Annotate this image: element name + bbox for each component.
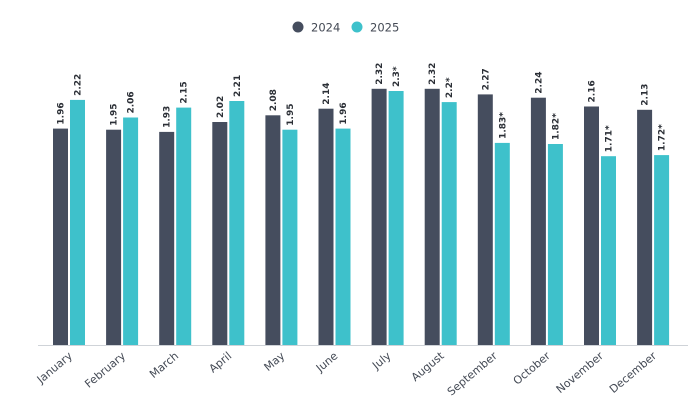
legend: 2024 2025: [292, 21, 399, 35]
value-label-2025-february: 2.06: [127, 91, 137, 113]
value-labels-group: 1.96 2.22 1.95 2.06 1.93 2.15 2.02 2.21 2.08 1.95…: [57, 63, 668, 153]
bars-group: [53, 88, 670, 346]
x-tick-august: August: [409, 349, 447, 384]
bar-2025-may: [282, 129, 298, 345]
legend-label-2025: 2025: [370, 21, 399, 35]
bar-2024-august: [424, 88, 440, 346]
bar-2024-april: [212, 122, 228, 345]
value-label-2024-january: 1.96: [57, 102, 67, 124]
bar-2024-november: [584, 106, 599, 345]
bar-2025-september: [494, 142, 510, 345]
bar-2025-january: [70, 99, 85, 346]
bar-2024-december: [637, 109, 653, 345]
bar-2025-february: [123, 117, 139, 345]
value-label-2025-january: 2.22: [74, 74, 84, 96]
bar-2024-july: [371, 88, 387, 346]
bar-2025-march: [176, 107, 192, 345]
value-label-2025-march: 2.15: [180, 81, 190, 103]
value-label-2025-august: 2.2*: [445, 77, 455, 98]
bar-2024-june: [318, 108, 334, 345]
bar-2024-january: [53, 128, 68, 345]
value-label-2024-november: 2.16: [588, 80, 598, 102]
x-tick-february: February: [82, 349, 128, 391]
value-label-2025-july: 2.3*: [392, 66, 402, 87]
value-label-2025-september: 1.83*: [498, 112, 508, 139]
value-label-2024-june: 2.14: [322, 82, 332, 104]
bar-2025-august: [441, 102, 457, 345]
legend-swatch-2024: [292, 21, 304, 33]
x-tick-april: April: [207, 349, 235, 375]
bar-2024-february: [106, 129, 122, 345]
legend-label-2024: 2024: [311, 21, 340, 35]
bar-2025-june: [335, 128, 351, 345]
value-label-2024-september: 2.27: [481, 68, 491, 90]
value-label-2024-august: 2.32: [428, 63, 438, 85]
legend-swatch-2025: [351, 21, 363, 33]
bar-2025-july: [388, 91, 404, 345]
x-tick-july: July: [369, 349, 394, 373]
bar-2024-october: [530, 97, 546, 345]
bar-2024-may: [265, 115, 281, 345]
bar-2025-october: [547, 144, 563, 345]
x-tick-january: January: [34, 349, 75, 387]
x-tick-october: October: [511, 349, 553, 388]
bar-2025-april: [229, 101, 245, 345]
x-tick-labels-group: January February March April May June July Augu…: [34, 349, 660, 398]
value-label-2025-april: 2.21: [233, 75, 243, 97]
x-tick-december: December: [607, 349, 659, 396]
value-label-2025-may: 1.95: [286, 103, 296, 125]
value-label-2024-april: 2.02: [216, 96, 226, 118]
bar-2025-december: [654, 155, 670, 345]
value-label-2024-february: 1.95: [110, 103, 120, 125]
bar-2025-november: [601, 156, 616, 345]
x-tick-june: June: [313, 349, 341, 375]
value-label-2024-march: 1.93: [163, 106, 173, 128]
value-label-2025-june: 1.96: [339, 102, 349, 124]
x-tick-may: May: [262, 349, 288, 374]
value-label-2024-december: 2.13: [641, 84, 651, 106]
value-label-2024-may: 2.08: [269, 89, 279, 111]
value-label-2025-november: 1.71*: [605, 125, 615, 152]
value-label-2024-july: 2.32: [375, 63, 385, 85]
x-tick-september: September: [445, 349, 500, 398]
bar-2024-march: [159, 131, 175, 345]
value-label-2025-october: 1.82*: [551, 113, 561, 140]
value-label-2024-october: 2.24: [534, 71, 544, 93]
x-tick-november: November: [554, 349, 607, 396]
value-label-2025-december: 1.72*: [658, 124, 668, 151]
x-tick-march: March: [147, 349, 181, 381]
bar-2024-september: [477, 94, 493, 346]
